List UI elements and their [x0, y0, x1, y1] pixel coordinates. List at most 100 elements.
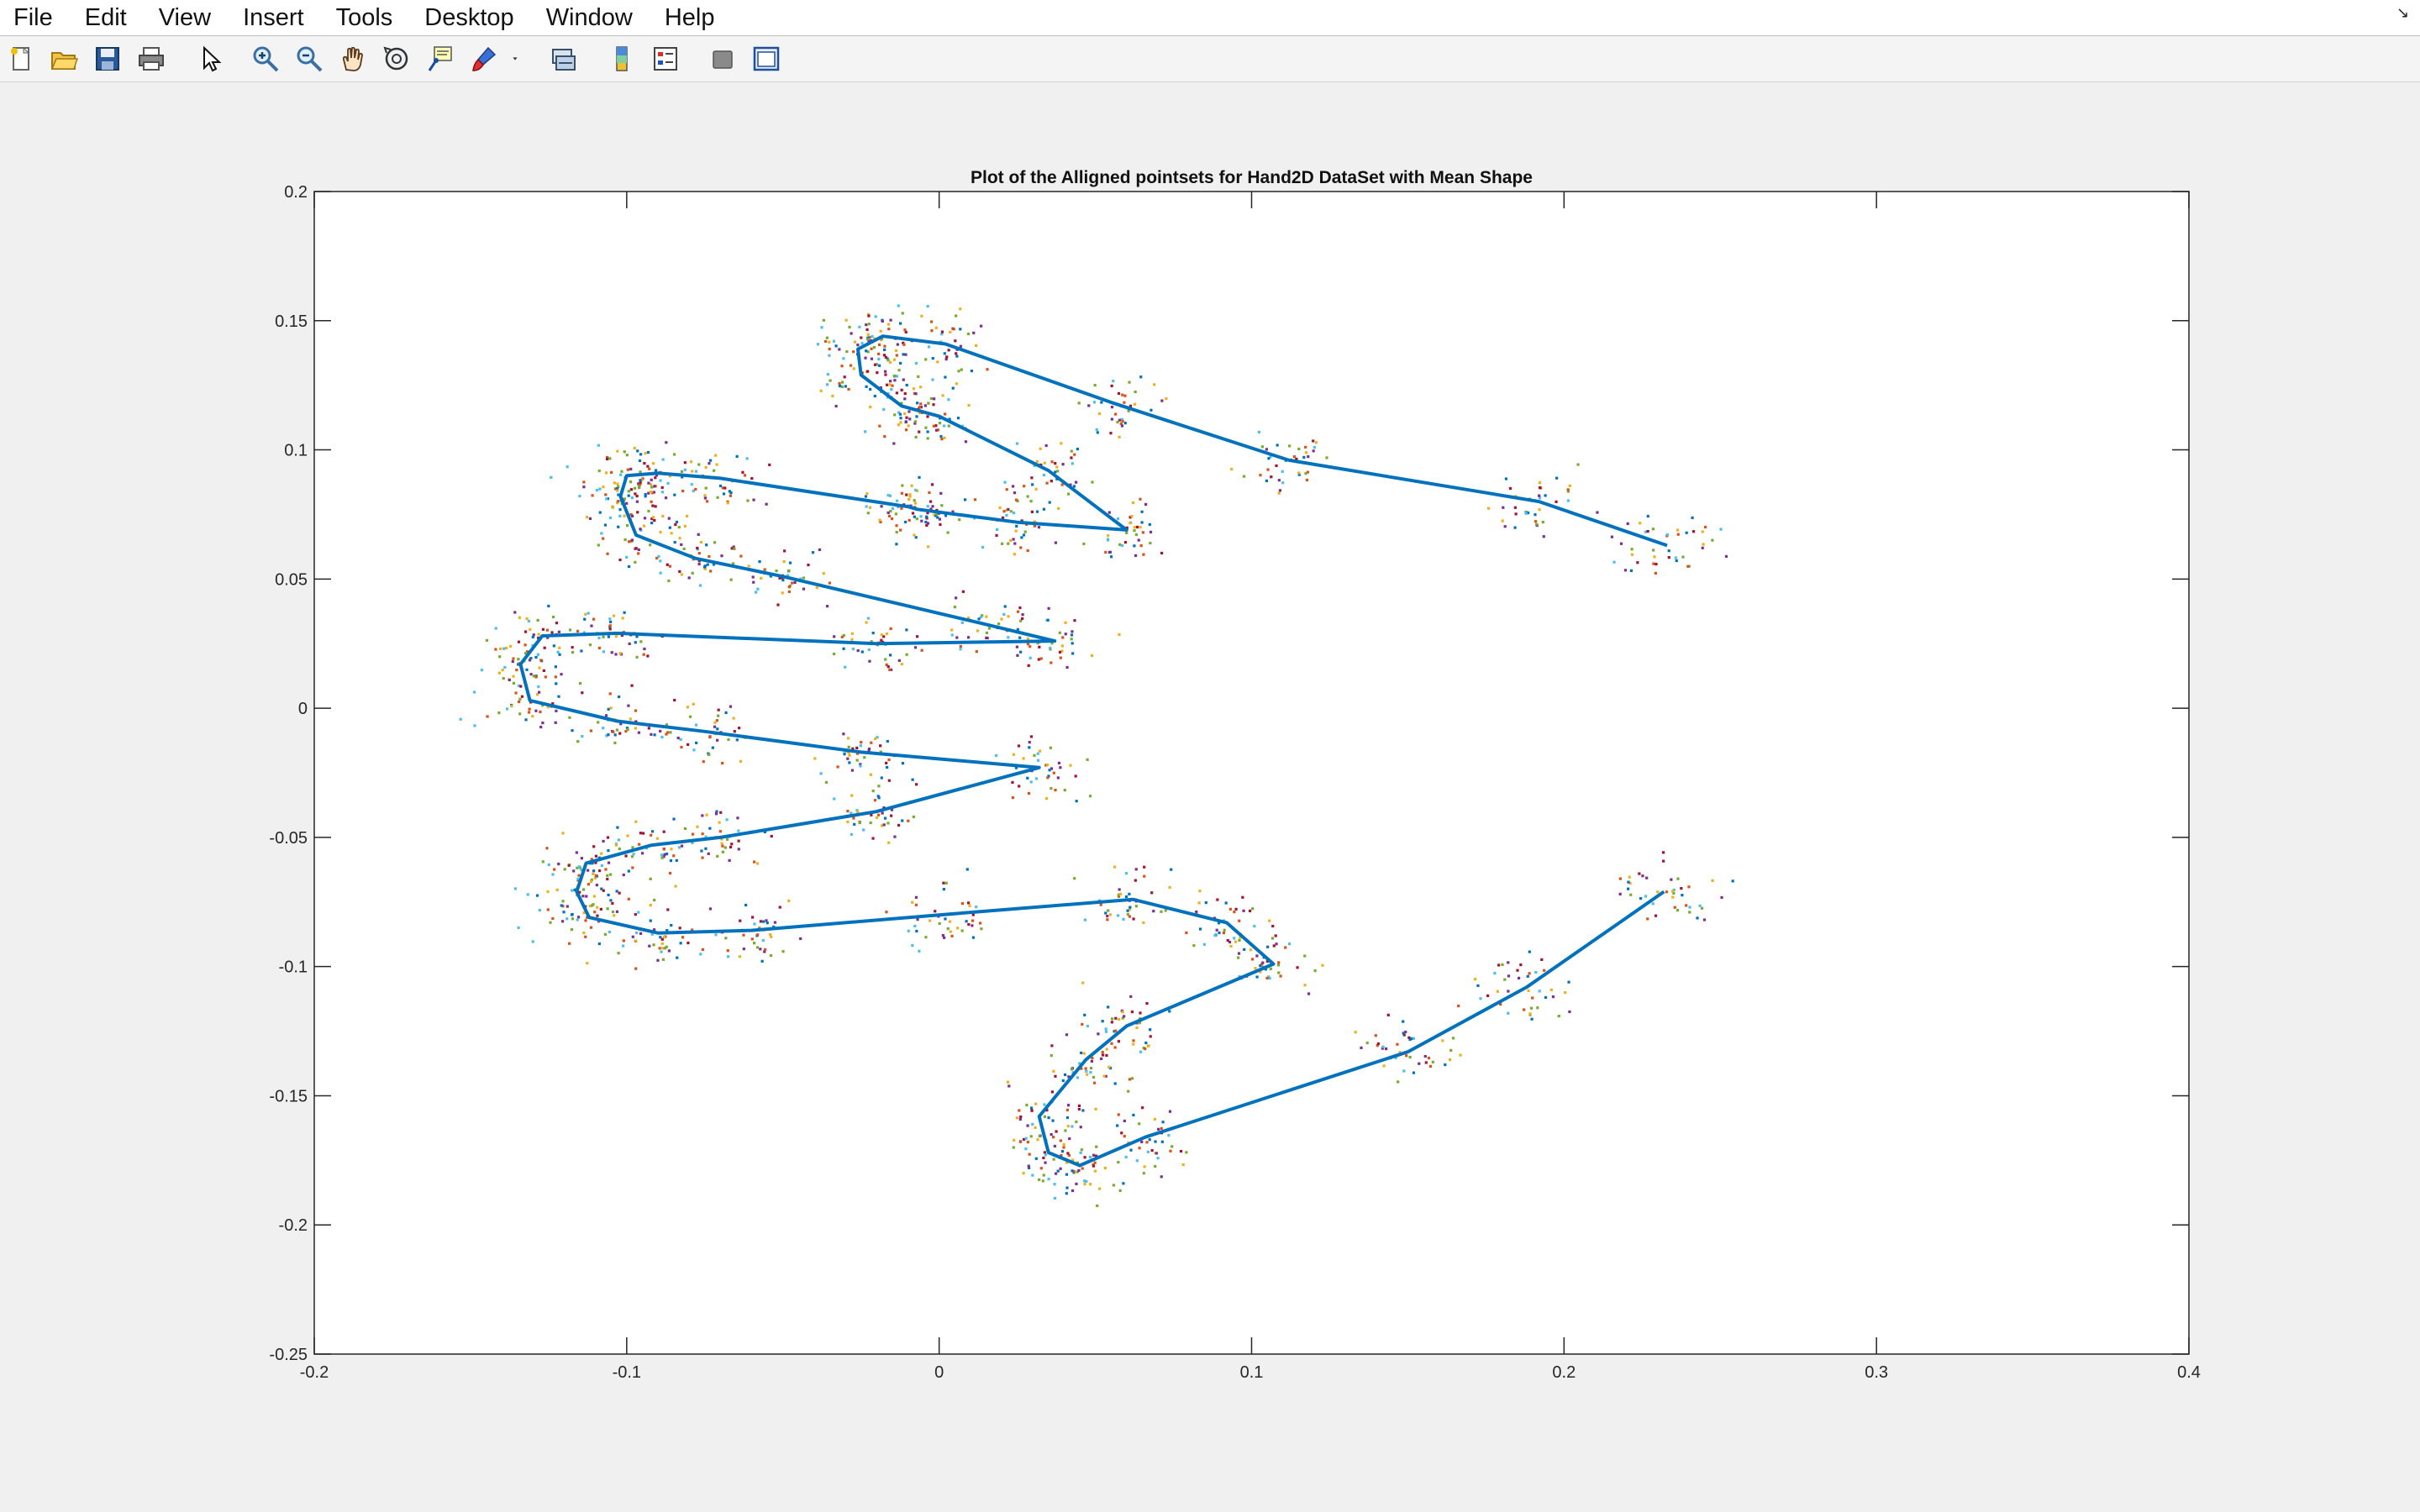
open-file-icon[interactable] [49, 44, 79, 74]
scatter-point [604, 493, 608, 496]
scatter-point [965, 868, 969, 871]
brush-dropdown-icon[interactable] [508, 44, 523, 74]
scatter-point [534, 709, 538, 712]
scatter-point [580, 649, 583, 653]
scatter-point [644, 492, 647, 496]
scatter-point [583, 617, 587, 621]
scatter-point [1134, 879, 1137, 882]
scatter-point [1011, 796, 1014, 800]
pan-hand-icon[interactable] [338, 44, 368, 74]
scatter-point [1085, 1179, 1088, 1184]
insert-legend-icon[interactable] [650, 44, 681, 74]
scatter-point [539, 710, 542, 714]
show-plot-tools-icon[interactable] [751, 44, 781, 74]
scatter-point [912, 387, 916, 391]
scatter-point [1042, 1156, 1045, 1160]
scatter-point [994, 753, 998, 758]
scatter-point [902, 353, 905, 356]
scatter-point [1104, 1074, 1107, 1078]
scatter-point [738, 955, 741, 958]
scatter-point [850, 832, 853, 836]
menu-desktop[interactable]: Desktop [424, 4, 514, 31]
scatter-point [833, 652, 836, 656]
edit-plot-pointer-icon[interactable] [195, 44, 225, 74]
menu-insert[interactable]: Insert [243, 4, 304, 31]
zoom-in-icon[interactable] [250, 44, 281, 74]
scatter-point [867, 648, 871, 652]
scatter-point [730, 843, 734, 846]
scatter-point [866, 333, 870, 336]
scatter-point [934, 424, 938, 428]
menu-view[interactable]: View [158, 4, 212, 31]
scatter-point [1134, 868, 1138, 871]
scatter-point [1075, 1182, 1078, 1185]
menu-help[interactable]: Help [664, 4, 715, 31]
hide-plot-tools-icon[interactable] [708, 44, 738, 74]
scatter-point [1626, 887, 1630, 890]
scatter-point [1030, 510, 1034, 513]
scatter-point [1451, 1037, 1455, 1040]
scatter-point [1534, 513, 1537, 517]
menu-window[interactable]: Window [545, 4, 633, 31]
scatter-point [1486, 994, 1490, 997]
scatter-point [1239, 936, 1242, 939]
scatter-point [629, 480, 633, 484]
scatter-point [880, 633, 883, 637]
scatter-point [1538, 481, 1542, 485]
scatter-point [597, 444, 601, 447]
scatter-point [846, 820, 850, 824]
scatter-point [480, 669, 483, 672]
scatter-point [587, 883, 591, 886]
scatter-point [1292, 455, 1297, 459]
scatter-point [599, 907, 602, 911]
scatter-point [547, 604, 550, 608]
scatter-point [517, 684, 521, 688]
scatter-point [673, 493, 676, 496]
scatter-point [1043, 461, 1046, 465]
scatter-point [1202, 942, 1206, 946]
scatter-point [680, 573, 683, 576]
scatter-point [1275, 464, 1278, 468]
scatter-point [1702, 543, 1705, 546]
scatter-point [611, 506, 614, 509]
scatter-point [833, 797, 836, 801]
scatter-point [715, 719, 718, 722]
scatter-point [1680, 886, 1683, 890]
scatter-point [1101, 1050, 1104, 1054]
scatter-point [682, 547, 686, 551]
menu-file[interactable]: File [13, 4, 53, 31]
scatter-point [934, 512, 939, 516]
scatter-point [1002, 510, 1006, 513]
save-icon[interactable] [92, 44, 123, 74]
menu-tools[interactable]: Tools [335, 4, 393, 31]
dock-arrow-icon[interactable]: ↘ [2396, 4, 2410, 21]
scatter-point [616, 489, 619, 492]
scatter-point [931, 378, 934, 381]
scatter-point [1431, 1060, 1434, 1063]
scatter-point [856, 810, 860, 814]
scatter-point [903, 412, 907, 416]
scatter-point [1003, 605, 1007, 608]
zoom-out-icon[interactable] [294, 44, 324, 74]
data-cursor-icon[interactable] [425, 44, 455, 74]
scatter-point [887, 841, 891, 844]
scatter-point [1304, 472, 1307, 475]
scatter-point [873, 363, 877, 366]
scatter-point [1277, 961, 1281, 964]
print-icon[interactable] [136, 44, 166, 74]
link-plot-icon[interactable] [548, 44, 578, 74]
scatter-point [880, 638, 883, 642]
rotate-3d-icon[interactable] [381, 44, 412, 74]
new-figure-icon[interactable] [7, 44, 37, 74]
scatter-point [889, 627, 892, 631]
brush-icon[interactable] [469, 44, 499, 74]
insert-colorbar-icon[interactable] [607, 44, 637, 74]
scatter-point [659, 559, 662, 563]
scatter-point [875, 816, 879, 819]
scatter-point [696, 546, 699, 550]
menu-edit[interactable]: Edit [84, 4, 127, 31]
scatter-point [536, 618, 539, 622]
scatter-point [926, 522, 930, 525]
scatter-point [944, 375, 947, 379]
scatter-point [591, 494, 594, 497]
